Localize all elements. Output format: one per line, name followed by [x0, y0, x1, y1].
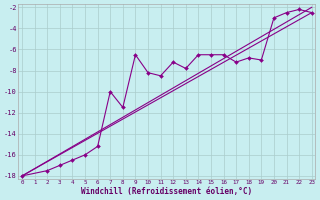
- X-axis label: Windchill (Refroidissement éolien,°C): Windchill (Refroidissement éolien,°C): [81, 187, 252, 196]
